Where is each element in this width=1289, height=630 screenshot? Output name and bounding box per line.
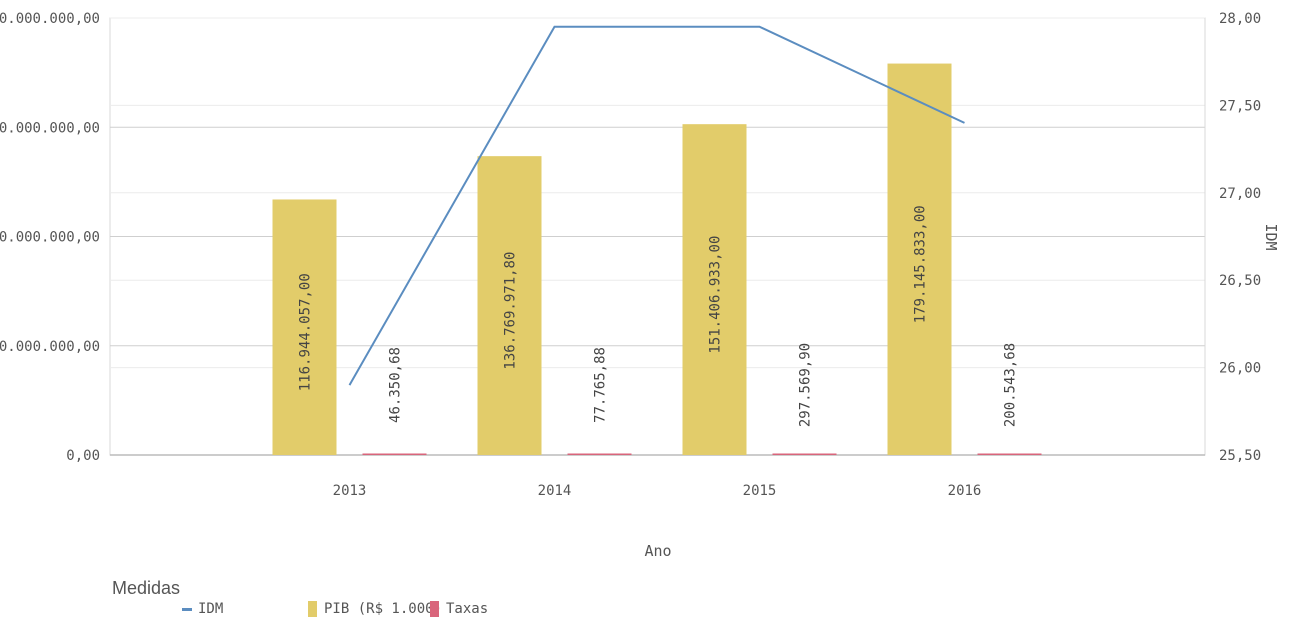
y-tick-label: 150.000.000,00 (0, 120, 100, 136)
x-tick-label: 2014 (538, 483, 572, 499)
legend-item-taxas[interactable]: Taxas (430, 601, 488, 617)
legend-label-idm: IDM (198, 601, 224, 617)
data-label-pib: 179.145.833,00 (913, 205, 929, 323)
data-label-taxas: 297.569,90 (798, 343, 814, 427)
y2-tick-label: 26,50 (1219, 273, 1261, 289)
data-label-pib: 136.769.971,80 (503, 252, 519, 370)
legend: Medidas IDM PIB (R$ 1.000) Taxas (112, 578, 632, 618)
y2-tick-label: 27,50 (1219, 98, 1261, 114)
legend-label-pib: PIB (R$ 1.000) (324, 601, 443, 617)
bar-taxas (772, 453, 837, 455)
y-tick-label: 50.000.000,00 (0, 339, 100, 355)
bar-taxas (567, 453, 632, 455)
x-tick-label: 2015 (743, 483, 777, 499)
bar-pib (477, 156, 542, 456)
bar-pib (272, 199, 337, 455)
x-tick-label: 2016 (948, 483, 982, 499)
legend-swatch-pib (308, 601, 317, 617)
series-line-idm (348, 25, 965, 386)
y-tick-label: 0,00 (66, 448, 100, 464)
y2-tick-label: 28,00 (1219, 11, 1261, 27)
y2-tick-label: 26,00 (1219, 361, 1261, 377)
data-label-pib: 116.944.057,00 (298, 273, 314, 391)
bar-pib (887, 63, 952, 456)
y2-tick-label: 25,50 (1219, 448, 1261, 464)
legend-title: Medidas (112, 578, 181, 598)
legend-swatch-idm (182, 607, 192, 611)
legend-item-pib[interactable]: PIB (R$ 1.000) (308, 601, 442, 617)
data-label-taxas: 200.543,68 (1003, 343, 1019, 427)
y2-tick-label: 27,00 (1219, 186, 1261, 202)
data-label-taxas: 46.350,68 (388, 347, 404, 423)
legend-item-idm[interactable]: IDM (182, 601, 223, 617)
data-label-taxas: 77.765,88 (593, 347, 609, 423)
x-tick-label: 2013 (333, 483, 367, 499)
x-axis-title: Ano (644, 542, 671, 560)
combo-chart: 0,00 50.000.000,00 100.000.000,00 150.000.0… (0, 11, 1280, 560)
y-tick-label: 100.000.000,00 (0, 230, 100, 246)
bar-taxas (362, 453, 427, 455)
legend-swatch-taxas (430, 601, 439, 617)
y2-axis-title: IDM (1262, 223, 1280, 250)
bar-pib (682, 124, 747, 456)
legend-label-taxas: Taxas (446, 601, 489, 617)
y-tick-label: 200.000.000,00 (0, 11, 100, 27)
data-label-pib: 151.406.933,00 (708, 236, 724, 354)
bar-taxas (977, 453, 1042, 455)
